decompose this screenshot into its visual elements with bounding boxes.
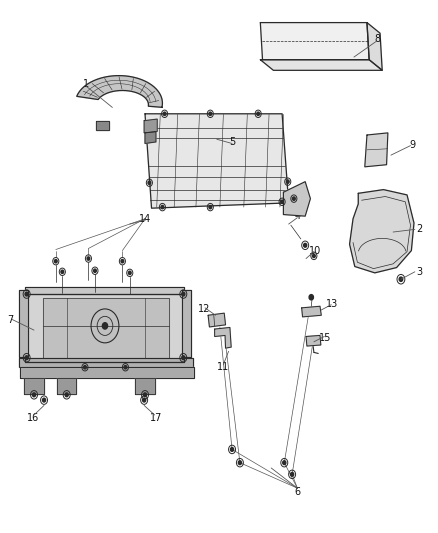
Polygon shape <box>25 287 184 294</box>
Circle shape <box>230 448 233 451</box>
Circle shape <box>399 277 403 281</box>
Circle shape <box>238 461 241 465</box>
Circle shape <box>65 393 68 397</box>
Circle shape <box>163 112 166 116</box>
Circle shape <box>312 254 315 257</box>
Circle shape <box>304 244 307 247</box>
Circle shape <box>286 180 289 183</box>
Polygon shape <box>25 294 184 362</box>
Text: 4: 4 <box>294 211 300 221</box>
Polygon shape <box>43 298 169 358</box>
Circle shape <box>121 260 124 263</box>
Polygon shape <box>145 132 156 143</box>
Polygon shape <box>96 120 110 130</box>
Polygon shape <box>367 22 382 70</box>
Text: 6: 6 <box>294 487 300 497</box>
Circle shape <box>124 366 127 369</box>
Circle shape <box>182 356 185 360</box>
Circle shape <box>102 322 108 329</box>
Text: 2: 2 <box>416 224 422 235</box>
Text: 10: 10 <box>309 246 321 256</box>
Text: 12: 12 <box>198 304 210 314</box>
Text: 3: 3 <box>416 267 422 277</box>
Polygon shape <box>302 306 321 317</box>
Circle shape <box>281 200 283 204</box>
Circle shape <box>209 112 212 116</box>
Text: 1: 1 <box>83 78 89 88</box>
Polygon shape <box>19 358 193 367</box>
Polygon shape <box>365 133 388 167</box>
Text: 8: 8 <box>375 34 381 44</box>
Text: 15: 15 <box>319 333 332 343</box>
Circle shape <box>143 398 146 402</box>
Text: 9: 9 <box>410 140 416 150</box>
Text: 17: 17 <box>150 413 162 423</box>
Polygon shape <box>208 313 226 327</box>
Circle shape <box>290 472 294 477</box>
Text: 5: 5 <box>229 137 235 147</box>
Polygon shape <box>283 182 311 216</box>
Circle shape <box>61 270 64 273</box>
Polygon shape <box>182 290 191 357</box>
Circle shape <box>283 461 286 465</box>
Circle shape <box>42 398 46 402</box>
Polygon shape <box>25 378 44 394</box>
Circle shape <box>54 260 57 263</box>
Circle shape <box>32 393 35 397</box>
Polygon shape <box>20 367 194 378</box>
Polygon shape <box>215 327 231 348</box>
Polygon shape <box>19 290 28 357</box>
Circle shape <box>161 205 164 209</box>
Polygon shape <box>77 76 162 107</box>
Circle shape <box>182 292 185 296</box>
Polygon shape <box>135 378 155 394</box>
Text: 16: 16 <box>27 413 39 423</box>
Circle shape <box>87 257 90 260</box>
Polygon shape <box>350 190 414 273</box>
Text: 13: 13 <box>326 298 338 309</box>
Circle shape <box>144 393 147 397</box>
Polygon shape <box>57 378 76 394</box>
Circle shape <box>128 271 131 274</box>
Circle shape <box>148 181 151 184</box>
Polygon shape <box>260 60 382 70</box>
Text: 11: 11 <box>217 362 230 372</box>
Polygon shape <box>145 114 289 208</box>
Circle shape <box>309 295 314 300</box>
Circle shape <box>94 269 96 272</box>
Text: 14: 14 <box>139 214 151 224</box>
Circle shape <box>25 292 28 296</box>
Text: 7: 7 <box>7 314 13 325</box>
Circle shape <box>209 205 212 209</box>
Polygon shape <box>144 119 157 133</box>
Circle shape <box>293 197 295 200</box>
Circle shape <box>84 366 86 369</box>
Circle shape <box>257 112 260 116</box>
Polygon shape <box>306 335 321 346</box>
Circle shape <box>25 356 28 360</box>
Polygon shape <box>260 22 369 60</box>
